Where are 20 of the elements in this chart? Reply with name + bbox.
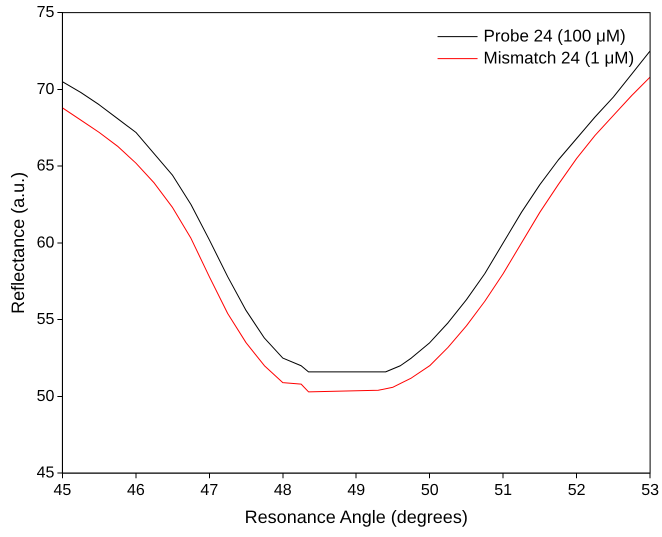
x-axis-title: Resonance Angle (degrees)	[244, 507, 468, 528]
y-tick-label: 55	[36, 311, 54, 328]
y-tick-label: 75	[36, 4, 54, 22]
x-tick-label: 51	[494, 482, 512, 500]
x-tick-label: 48	[274, 482, 292, 500]
x-tick-label: 50	[420, 482, 439, 500]
legend-label: Mismatch 24 (1 μM)	[484, 48, 634, 68]
x-tick-label: 45	[54, 482, 72, 500]
x-tick-label: 53	[641, 482, 660, 500]
y-tick-label: 45	[36, 464, 54, 482]
y-tick-label: 50	[36, 388, 54, 405]
x-tick-label: 52	[568, 482, 586, 500]
y-tick-label: 70	[36, 80, 54, 98]
x-tick-label: 46	[126, 482, 145, 500]
y-tick-label: 60	[36, 234, 54, 252]
y-axis-title: Reflectance (a.u.)	[8, 172, 28, 314]
x-tick-label: 49	[347, 482, 366, 500]
legend-label: Probe 24 (100 μM)	[484, 26, 626, 46]
y-tick-label: 65	[36, 158, 54, 175]
x-tick-label: 47	[200, 482, 218, 500]
